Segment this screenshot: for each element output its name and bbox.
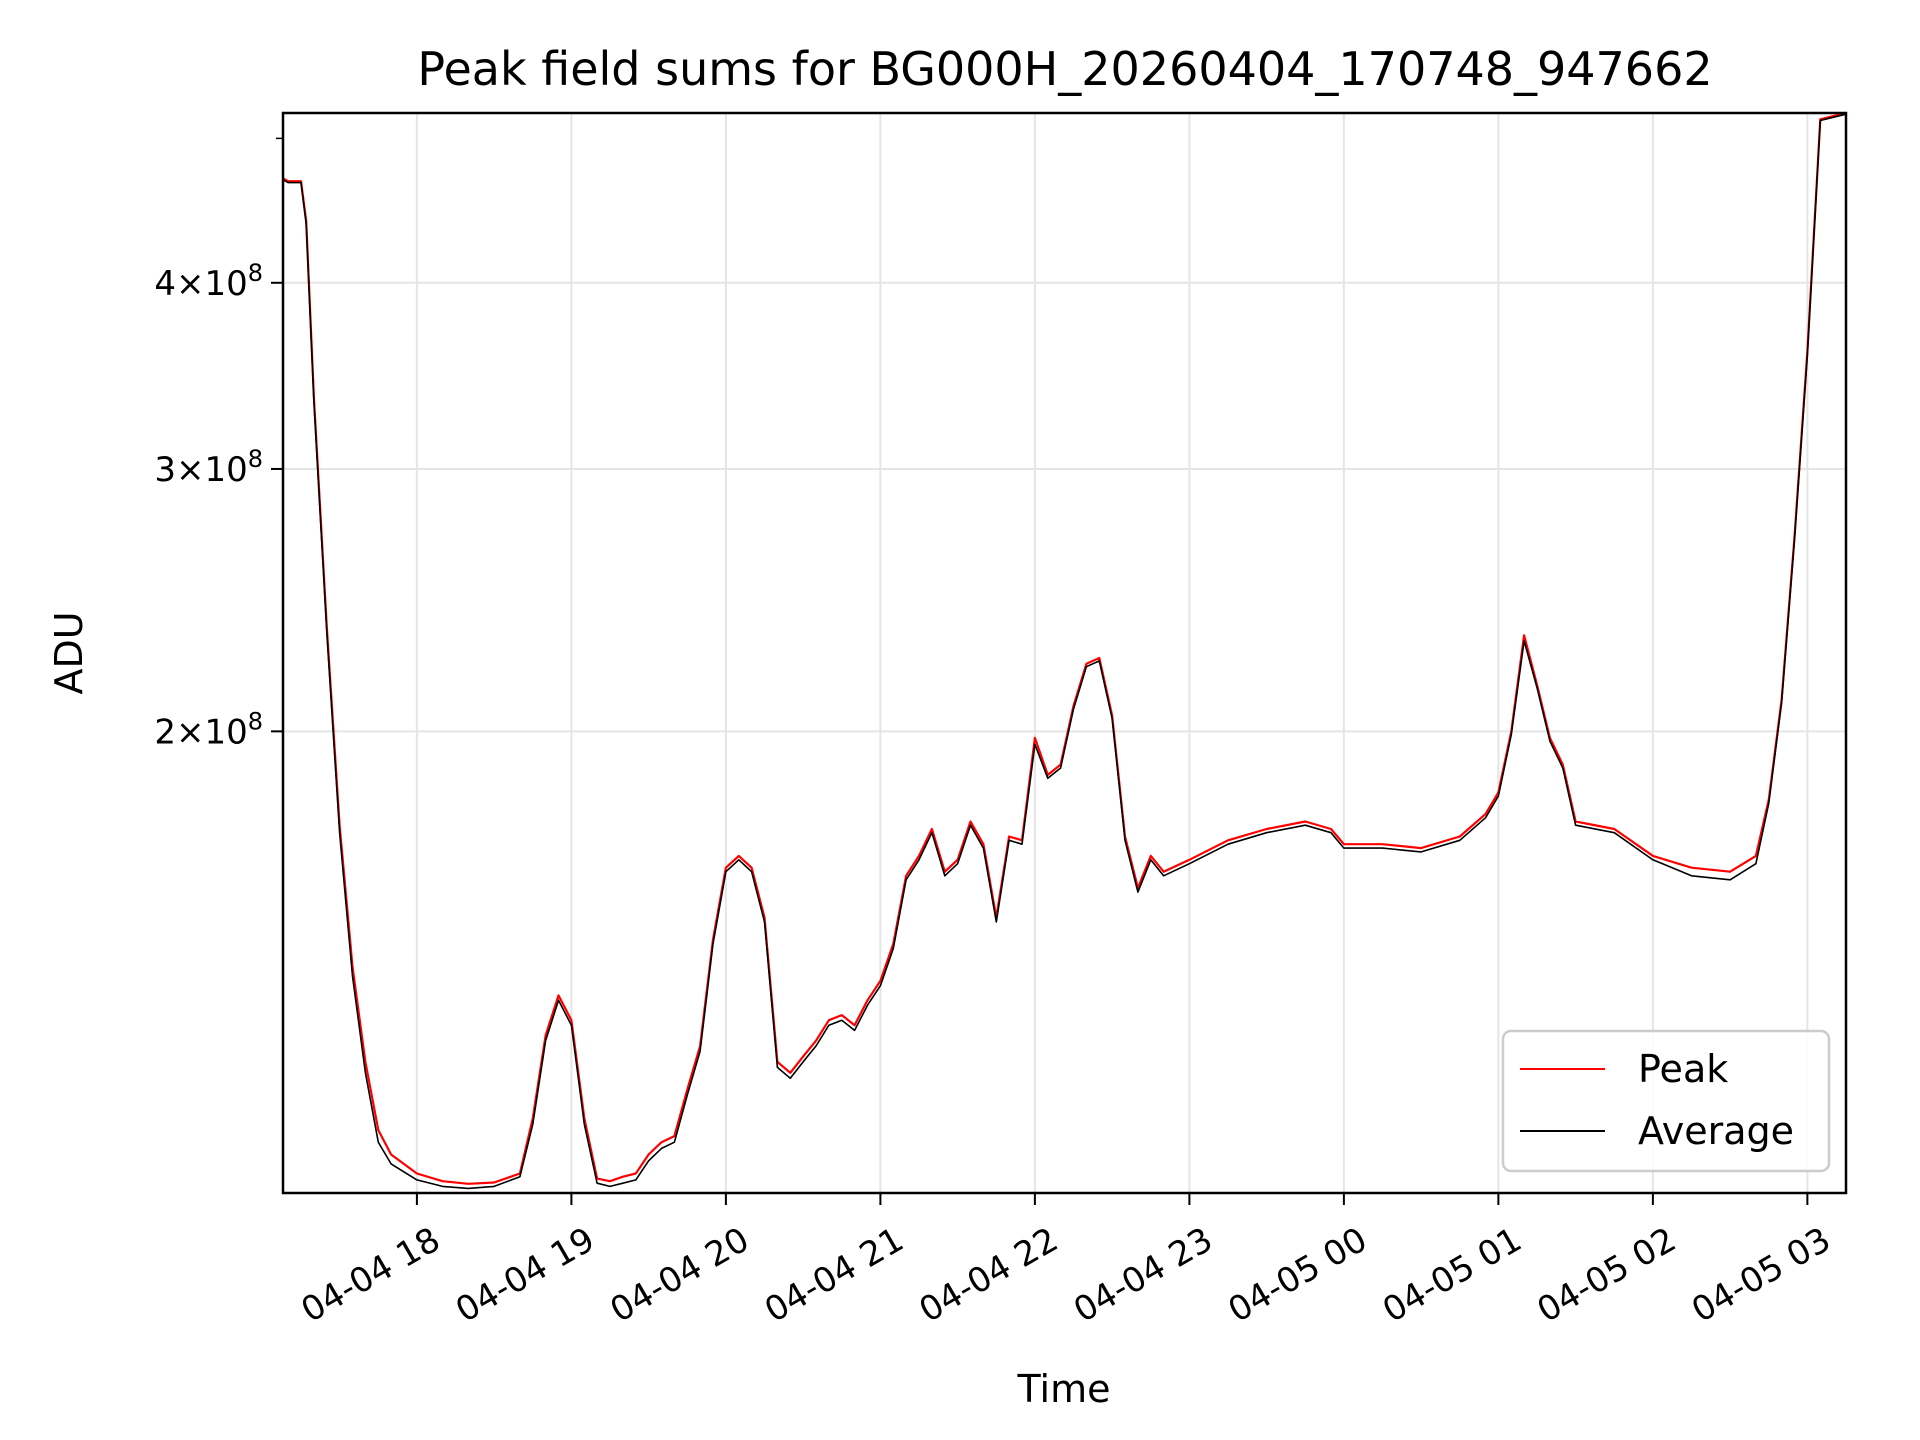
y-tick-base: ×10 [176, 450, 248, 490]
y-axis-label: ADU [47, 611, 91, 694]
y-tick-exponent: 8 [248, 259, 263, 287]
y-tick-mantissa: 2 [154, 712, 176, 752]
legend: Peak Average [1501, 1029, 1831, 1173]
y-tick-exponent: 8 [248, 445, 263, 473]
plot-frame [281, 111, 1848, 1195]
grid [283, 113, 1846, 1193]
legend-box [1501, 1029, 1831, 1173]
legend-label-average: Average [1638, 1109, 1794, 1153]
y-tick-base: ×10 [176, 264, 248, 304]
series-line-average [282, 113, 1847, 1190]
y-tick-mantissa: 3 [154, 450, 176, 490]
y-tick-mantissa: 4 [154, 264, 176, 304]
y-tick-base: ×10 [176, 712, 248, 752]
chart-title: Peak field sums for BG000H_20260404_1707… [417, 42, 1712, 96]
y-tick-label: 4×108 [154, 259, 263, 304]
legend-label-peak: Peak [1638, 1047, 1728, 1091]
y-tick-label: 3×108 [154, 445, 263, 490]
x-axis-label: Time [1017, 1367, 1111, 1411]
series-layer [282, 111, 1847, 1190]
y-tick-exponent: 8 [248, 707, 263, 735]
y-tick-label: 2×108 [154, 707, 263, 752]
